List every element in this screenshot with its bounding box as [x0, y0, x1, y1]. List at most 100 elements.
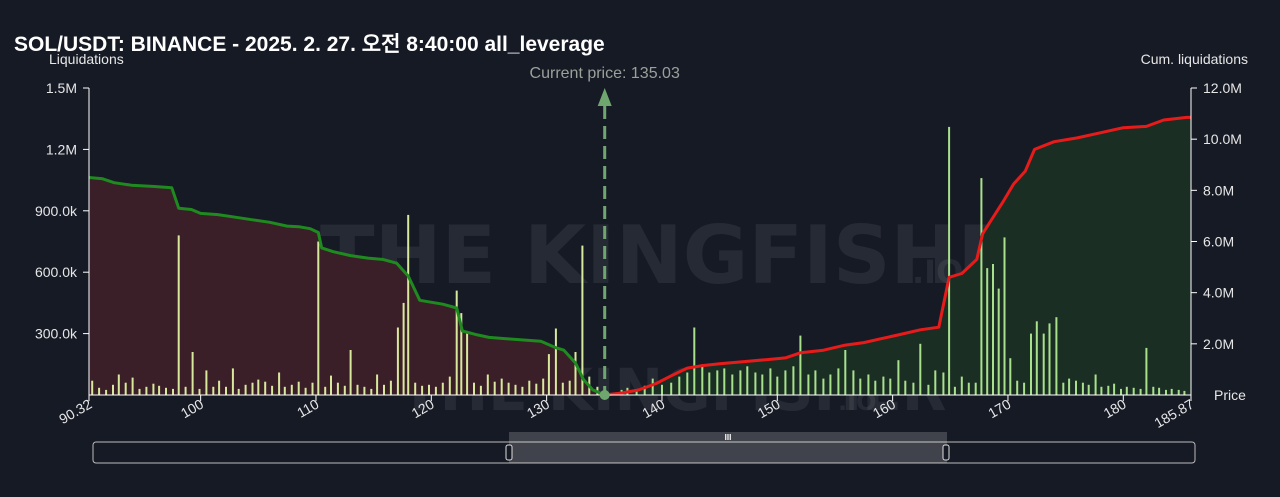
- liquidation-bar: [152, 383, 155, 395]
- liquidation-bar: [814, 370, 817, 395]
- liquidation-bar: [919, 343, 922, 395]
- liquidation-bar: [356, 384, 359, 395]
- liquidation-bar: [402, 302, 405, 395]
- liquidation-bar: [131, 377, 134, 395]
- liquidation-bar: [184, 386, 187, 395]
- x-tick-label: 110: [294, 396, 322, 421]
- x-tick-label: 180: [1101, 396, 1129, 422]
- liquidation-bar: [349, 350, 352, 395]
- liquidation-bar: [1035, 321, 1038, 395]
- y-left-tick-label: 600.0k: [35, 264, 78, 280]
- liquidation-bar: [1075, 380, 1077, 395]
- liquidation-bar: [460, 313, 463, 395]
- chart-title: SOL/USDT: BINANCE - 2025. 2. 27. 오전 8:40…: [14, 33, 605, 56]
- liquidation-bar: [1087, 384, 1090, 395]
- liquidation-bar: [1055, 317, 1058, 395]
- liquidation-bar: [330, 375, 332, 395]
- y-left-tick-label: 1.2M: [46, 141, 77, 157]
- liquidation-bar: [414, 382, 417, 395]
- liquidation-bar: [837, 368, 840, 395]
- liquidation-bar: [441, 382, 444, 395]
- range-slider-selection[interactable]: [509, 432, 947, 463]
- liquidation-bar: [1120, 388, 1122, 395]
- current-price-arrow: [597, 88, 612, 106]
- liquidation-bar: [769, 368, 772, 395]
- liquidation-bar: [98, 387, 101, 395]
- range-slider-right-handle[interactable]: [942, 444, 950, 461]
- y-left-axis-title: Liquidations: [49, 51, 124, 67]
- liquidation-bar: [479, 385, 482, 395]
- liquidation-bars: [91, 126, 1186, 396]
- liquidation-bar: [754, 372, 757, 395]
- range-slider[interactable]: III: [92, 432, 1196, 464]
- liquidation-bar: [191, 352, 194, 395]
- liquidation-bar: [434, 386, 437, 395]
- liquidation-bar: [912, 382, 915, 395]
- liquidation-bar: [1139, 388, 1142, 395]
- liquidation-bar: [428, 384, 430, 395]
- liquidation-bar: [231, 368, 234, 395]
- liquidation-bar: [165, 387, 167, 395]
- liquidation-bar: [271, 385, 274, 395]
- liquidation-bar: [237, 388, 240, 395]
- current-price-marker: Current price: 135.03: [530, 65, 680, 400]
- y-right-tick-label: 6.0M: [1203, 234, 1234, 250]
- liquidation-bar: [336, 382, 339, 395]
- liquidation-bar: [997, 288, 1000, 395]
- liquidation-bar: [1048, 323, 1051, 395]
- liquidation-bar: [1113, 383, 1116, 395]
- liquidation-bar: [701, 364, 704, 395]
- liquidation-bar: [948, 126, 951, 396]
- liquidation-bar: [244, 384, 247, 395]
- liquidation-bar: [205, 370, 208, 395]
- y-right-tick-label: 4.0M: [1203, 285, 1234, 301]
- liquidation-bar: [212, 386, 215, 395]
- liquidation-bar: [739, 370, 742, 395]
- liquidation-bar: [784, 370, 787, 395]
- liquidation-bar: [829, 374, 832, 395]
- long-cumulative-line: [88, 176, 606, 397]
- x-tick-label: 185.87: [1151, 396, 1196, 431]
- liquidation-bar: [967, 382, 970, 395]
- liquidation-bar: [514, 384, 517, 395]
- liquidation-bar: [942, 372, 945, 395]
- liquidation-bar: [889, 378, 892, 395]
- liquidation-bar: [1081, 382, 1084, 395]
- liquidation-bar: [568, 380, 571, 395]
- liquidation-bar: [507, 382, 510, 395]
- range-slider-left-handle[interactable]: [505, 444, 513, 461]
- liquidation-bar: [980, 178, 983, 395]
- liquidation-bar: [324, 386, 327, 395]
- x-tick-label: 100: [178, 396, 206, 422]
- liquidation-bar: [1094, 374, 1097, 395]
- current-price-dot: [599, 390, 610, 400]
- short-cumulative-area: [604, 117, 1191, 396]
- range-slider-grip[interactable]: III: [725, 433, 732, 442]
- liquidation-bar: [112, 384, 114, 395]
- liquidation-bar: [1165, 389, 1167, 395]
- liquidation-bar: [953, 386, 956, 395]
- liquidation-bar: [723, 368, 726, 395]
- liquidation-bar: [370, 388, 373, 395]
- liquidation-bar: [874, 380, 877, 395]
- liquidation-bar: [1042, 333, 1045, 395]
- liquidation-bar: [1145, 347, 1148, 395]
- liquidation-bar: [473, 382, 475, 395]
- liquidation-bar: [1016, 380, 1019, 395]
- liquidation-bar: [859, 378, 862, 395]
- liquidation-bar: [960, 376, 963, 395]
- range-slider-track[interactable]: [92, 441, 1196, 464]
- liquidation-bar: [343, 385, 346, 395]
- liquidation-bar: [897, 360, 900, 395]
- liquidation-bar: [407, 214, 410, 395]
- liquidation-bar: [124, 382, 127, 395]
- liquidation-bar: [822, 378, 825, 395]
- liquidation-bar: [792, 366, 795, 395]
- liquidation-bar: [158, 385, 161, 395]
- liquidation-bar: [455, 290, 458, 395]
- liquidation-bar: [574, 352, 577, 395]
- liquidation-bar: [844, 350, 847, 395]
- liquidation-bar: [761, 374, 764, 395]
- liquidation-bar: [304, 387, 307, 395]
